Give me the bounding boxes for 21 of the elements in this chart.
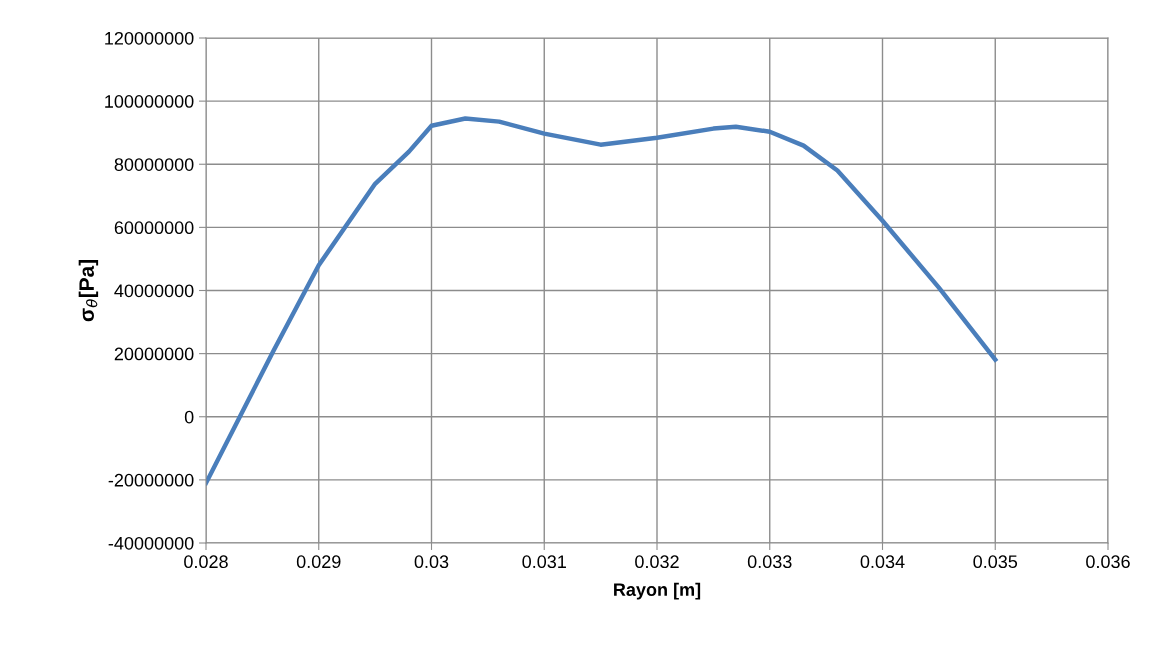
x-tick-label: 0.034 <box>860 555 905 569</box>
x-tick-label: 0.028 <box>184 555 228 569</box>
x-tick-label: 0.033 <box>747 555 792 569</box>
y-tick-label: 40000000 <box>114 284 194 298</box>
y-axis-title: σ$_{θ}$[Pa] <box>78 260 99 322</box>
x-tick-label: 0.036 <box>1086 555 1130 569</box>
x-axis-title: Rayon [m] <box>614 582 701 600</box>
y-tick-label: 0 <box>184 410 194 424</box>
y-tick-label: 100000000 <box>105 95 194 108</box>
y-tick-label: 20000000 <box>114 347 194 361</box>
y-tick-label: -20000000 <box>108 473 194 487</box>
line-series <box>206 116 998 486</box>
y-tick-label: 120000000 <box>105 31 194 45</box>
y-tick-label: 80000000 <box>114 158 194 171</box>
y-tick-label: 60000000 <box>114 221 194 235</box>
x-tick-label: 0.032 <box>635 555 679 569</box>
x-tick-label: 0.029 <box>296 555 341 569</box>
x-tick-label: 0.031 <box>522 555 566 569</box>
x-tick-label: 0.035 <box>973 555 1018 569</box>
y-tick-label: -40000000 <box>108 536 194 550</box>
x-tick-label: 0.03 <box>414 555 449 569</box>
